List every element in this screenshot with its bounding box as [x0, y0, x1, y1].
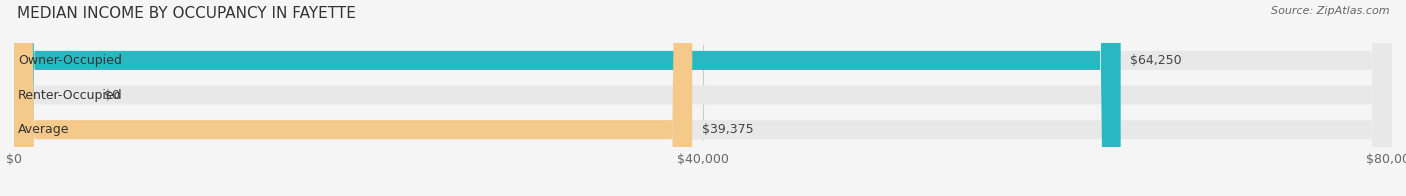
Text: Average: Average — [18, 123, 70, 136]
Text: $0: $0 — [104, 89, 120, 102]
FancyBboxPatch shape — [14, 0, 1121, 196]
FancyBboxPatch shape — [14, 0, 1392, 196]
FancyBboxPatch shape — [14, 0, 692, 196]
Text: Owner-Occupied: Owner-Occupied — [18, 54, 122, 67]
Text: $39,375: $39,375 — [702, 123, 754, 136]
Text: $64,250: $64,250 — [1130, 54, 1182, 67]
Text: MEDIAN INCOME BY OCCUPANCY IN FAYETTE: MEDIAN INCOME BY OCCUPANCY IN FAYETTE — [17, 6, 356, 21]
FancyBboxPatch shape — [14, 0, 1392, 196]
Text: Renter-Occupied: Renter-Occupied — [18, 89, 122, 102]
FancyBboxPatch shape — [14, 0, 1392, 196]
Text: Source: ZipAtlas.com: Source: ZipAtlas.com — [1271, 6, 1389, 16]
